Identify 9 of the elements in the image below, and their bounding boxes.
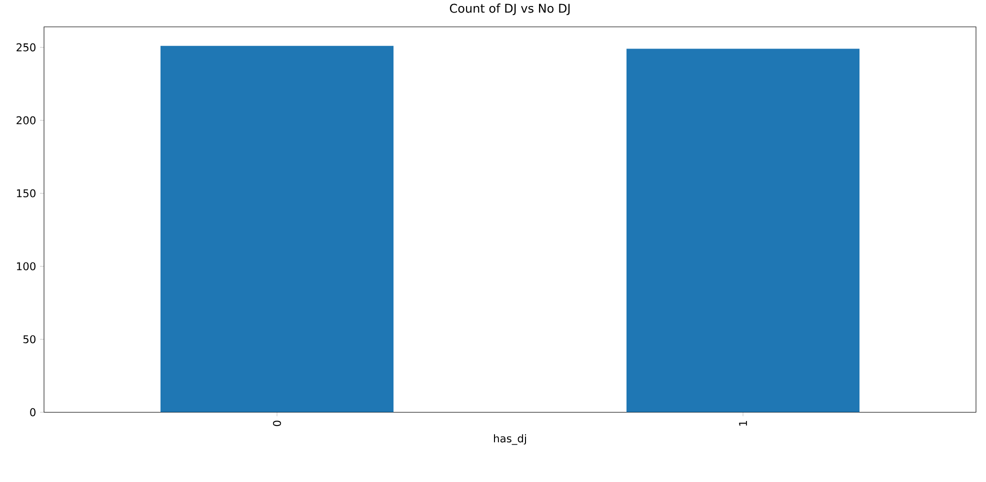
y-tick-label: 150 [17,189,36,198]
y-tick-label: 50 [23,335,36,344]
y-tick-label: 200 [16,116,36,125]
x-tick-label: 1 [739,421,747,426]
chart-title: Count of DJ vs No DJ [450,4,570,16]
x-axis-title: has_dj [494,434,526,446]
y-tick-label: 250 [16,43,36,52]
y-tick-label: 100 [17,262,36,271]
y-tick-label: 0 [30,408,36,416]
